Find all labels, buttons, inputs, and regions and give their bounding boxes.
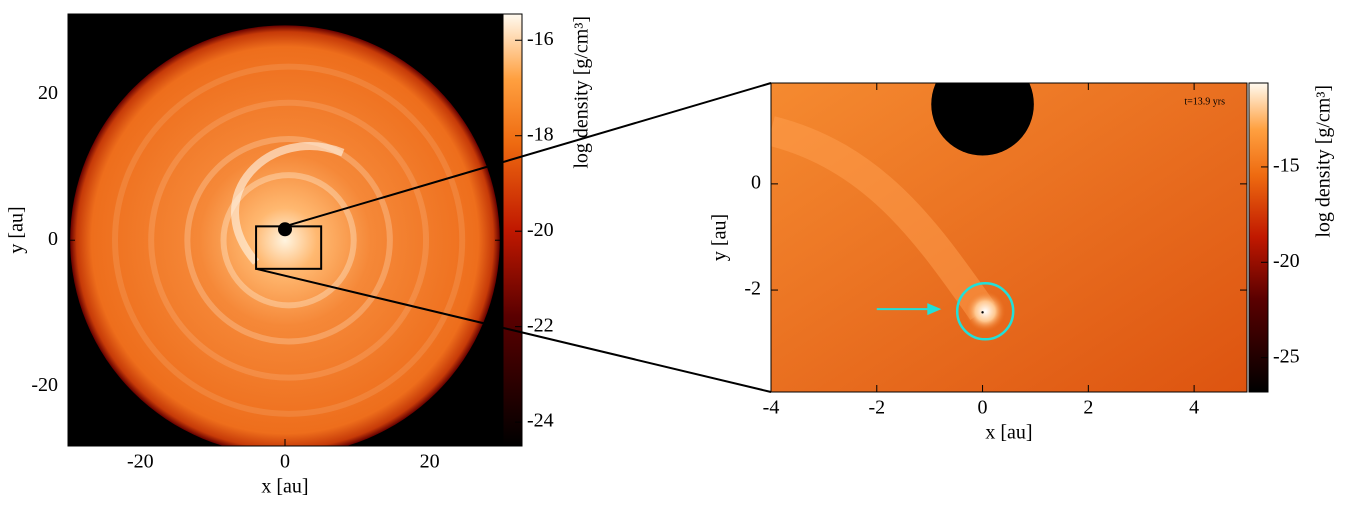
wake xyxy=(771,116,995,320)
x-tick-label: 2 xyxy=(1083,397,1093,419)
y-axis-label: y [au] xyxy=(709,214,731,261)
y-tick-label: -20 xyxy=(31,374,58,396)
colorbar-tick-label: -25 xyxy=(1273,345,1300,367)
companion xyxy=(931,83,1034,156)
x-tick-label: -4 xyxy=(763,397,780,419)
y-axis-label: y [au] xyxy=(6,206,28,253)
ring xyxy=(112,63,466,417)
colorbar-label: log density [g/cm³] xyxy=(1313,85,1335,238)
spiral xyxy=(231,142,345,265)
colorbar-tick-label: -18 xyxy=(527,123,554,145)
y-tick-label: 20 xyxy=(38,82,58,104)
ring xyxy=(148,99,430,381)
x-tick-label: 0 xyxy=(978,397,988,419)
density-map xyxy=(771,83,1247,392)
x-tick-label: 0 xyxy=(280,451,290,473)
highlight-circle xyxy=(955,282,1015,341)
frame xyxy=(770,82,1248,393)
colorbar-tick-label: -22 xyxy=(527,314,554,336)
ring xyxy=(184,135,393,345)
x-axis-label: x [au] xyxy=(985,422,1032,444)
disk xyxy=(70,25,500,446)
sink xyxy=(981,311,984,314)
colorbar-tick-label: -24 xyxy=(527,410,554,432)
ring xyxy=(220,172,357,309)
x-tick-label: -2 xyxy=(868,397,885,419)
colorbar-tick-label: -20 xyxy=(1273,250,1300,272)
y-tick-label: 0 xyxy=(751,171,761,193)
zoom-line xyxy=(255,267,772,393)
arrow-head xyxy=(927,303,942,316)
zoom-box xyxy=(255,225,323,270)
density-map xyxy=(68,14,502,446)
colorbar-label: log density [g/cm³] xyxy=(571,16,593,169)
x-tick-label: 20 xyxy=(420,451,440,473)
clump xyxy=(965,291,1006,332)
colorbar xyxy=(1248,82,1269,393)
y-tick-label: 0 xyxy=(48,228,58,250)
zoom-line xyxy=(284,82,772,228)
colorbar xyxy=(502,13,523,447)
y-tick-label: -2 xyxy=(744,278,761,300)
x-axis-label: x [au] xyxy=(261,476,308,498)
colorbar-tick-label: -20 xyxy=(527,219,554,241)
annotation: t=13.9 yrs xyxy=(1184,96,1225,107)
colorbar-tick-label: -16 xyxy=(527,28,554,50)
x-tick-label: -20 xyxy=(127,451,154,473)
x-tick-label: 4 xyxy=(1189,397,1199,419)
colorbar-tick-label: -15 xyxy=(1273,155,1300,177)
